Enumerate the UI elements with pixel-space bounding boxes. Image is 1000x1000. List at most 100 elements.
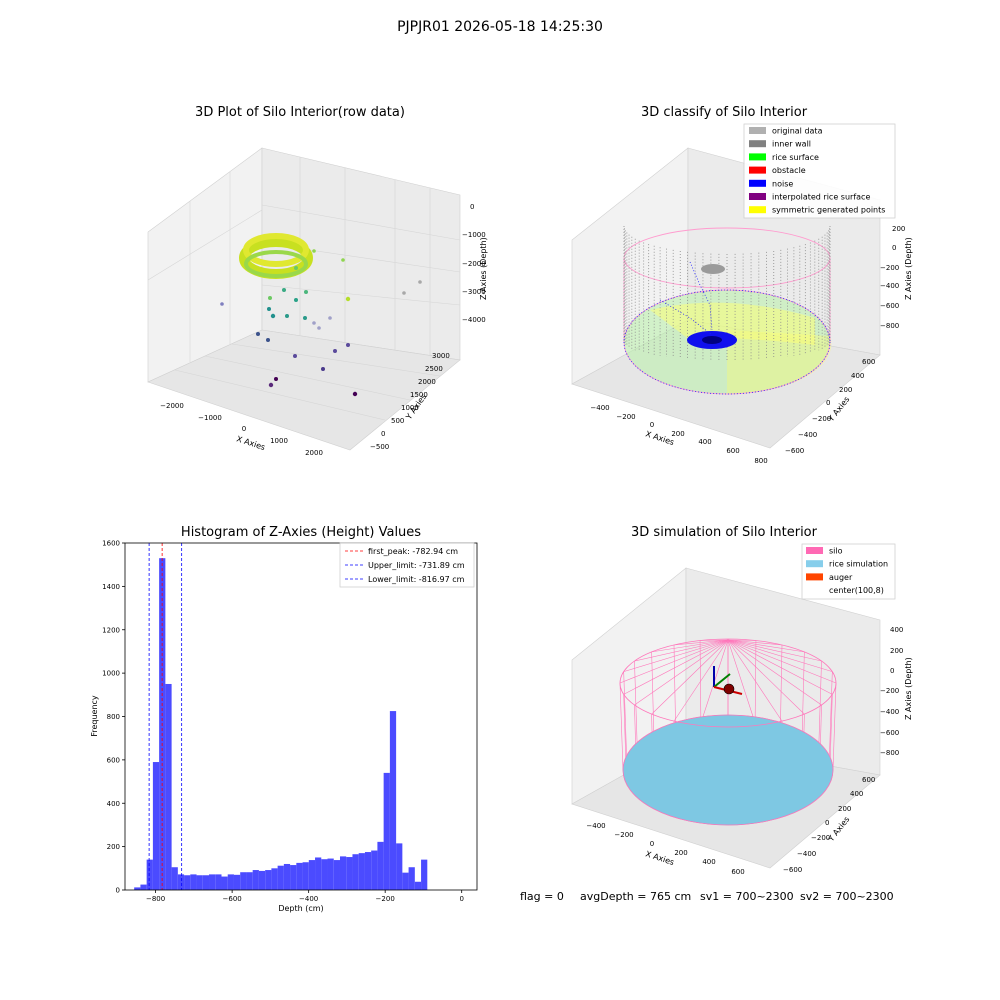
raw-3d-xtick: 0 — [242, 425, 246, 433]
histogram-bar — [364, 852, 372, 890]
histogram-bar — [421, 859, 428, 890]
classify-3d-ytick: −200 — [812, 415, 831, 423]
histogram-bar — [327, 858, 334, 890]
histogram-xtick-label: 0 — [459, 895, 463, 903]
classify-legend-label: symmetric generated points — [772, 206, 885, 215]
raw-3d-ytick: 500 — [391, 417, 404, 425]
silo-roof-line — [651, 639, 729, 715]
histogram-bar — [258, 870, 266, 890]
simulation-3d-legend: silo rice simulation auger center(100,8) — [801, 543, 896, 600]
classify-3d-ztick: −600 — [880, 302, 899, 310]
classify-3d-xtick: 800 — [754, 457, 767, 465]
histogram-bar — [339, 856, 347, 890]
raw-3d-xtick: 2000 — [305, 449, 323, 457]
raw-3d-xlabel: X Axies — [235, 434, 266, 452]
histogram-bar — [221, 876, 228, 890]
histogram-bar — [383, 772, 390, 890]
histogram-ytick-label: 800 — [107, 713, 120, 721]
classify-3d-ytick: −400 — [798, 431, 817, 439]
histogram-bar — [177, 874, 185, 890]
histogram-bar — [371, 850, 378, 890]
silo-roof-line — [623, 639, 729, 672]
histogram-bar — [302, 862, 309, 890]
panel-classify-3d: 3D classify of Silo Interior original da… — [571, 105, 913, 465]
silo-wall-line — [818, 660, 822, 743]
classify-3d-ztick: −400 — [880, 282, 899, 290]
raw-3d-points — [220, 233, 422, 397]
simulation-3d-ztick: −400 — [880, 708, 899, 716]
classify-3d-ytick: 400 — [851, 372, 864, 380]
histogram-bar — [290, 865, 297, 890]
histogram-legend: first_peak: -782.94 cm Upper_limit: -731.… — [339, 542, 475, 588]
histogram-bar — [265, 870, 272, 890]
histogram-xtick-label: −600 — [223, 895, 242, 903]
simulation-3d-ytick: 200 — [838, 805, 851, 813]
silo-wall-line — [832, 682, 837, 771]
simulation-3d-xtick: 0 — [650, 840, 654, 848]
simulation-3d-ztick: 400 — [890, 626, 903, 634]
silo-wall-line — [634, 660, 638, 743]
classify-legend-swatch — [749, 153, 766, 161]
classify-3d-ztick: 200 — [892, 225, 905, 233]
classify-legend-label: obstacle — [772, 166, 806, 175]
simulation-3d-ztick: −800 — [880, 749, 899, 757]
classify-3d-xtick: −200 — [616, 413, 635, 421]
classify-legend-swatch — [749, 166, 766, 174]
histogram-ylabel: Frequency — [90, 695, 99, 737]
simulation-legend-label: rice simulation — [829, 560, 888, 569]
histogram-bar — [414, 881, 422, 890]
histogram-ytick-label: 200 — [107, 843, 120, 851]
panel-simulation-3d: 3D simulation of Silo Interior silo rice … — [571, 525, 913, 876]
classify-legend-swatch — [749, 179, 766, 187]
sv1-text: sv1 = 700~2300 — [700, 890, 794, 903]
raw-3d-ytick: 1500 — [410, 391, 428, 399]
simulation-legend-swatch — [806, 547, 823, 554]
histogram-bar — [227, 874, 234, 890]
silo-roof-line — [634, 639, 729, 706]
classify-3d-wall — [623, 226, 831, 361]
classify-legend-label: rice surface — [772, 153, 819, 162]
classify-3d-xtick: −400 — [590, 404, 609, 412]
histogram-bar — [152, 762, 160, 890]
raw-3d-xtick: −2000 — [160, 402, 184, 410]
histogram-bar — [333, 860, 340, 890]
histogram-ytick-label: 600 — [107, 756, 120, 764]
simulation-3d-xtick: 200 — [674, 849, 687, 857]
classify-3d-title: 3D classify of Silo Interior — [641, 105, 808, 120]
raw-3d-ytick: 1000 — [401, 404, 419, 412]
simulation-3d-xtick: −400 — [586, 822, 605, 830]
histogram-legend-label: Upper_limit: -731.89 cm — [368, 561, 465, 570]
silo-roof-line — [727, 639, 822, 706]
raw-3d-ztick: −4000 — [462, 316, 486, 324]
simulation-legend-swatch — [806, 560, 823, 568]
simulation-3d-xtick: 600 — [731, 868, 744, 876]
silo-wall-line — [801, 651, 805, 732]
raw-3d-ztick: −3000 — [462, 288, 486, 296]
silo-wall-line — [619, 682, 624, 771]
histogram-xtick-label: −400 — [299, 895, 318, 903]
classify-3d-xtick: 0 — [650, 421, 654, 429]
histogram-bar — [190, 874, 197, 890]
silo-roof-line — [727, 639, 833, 695]
simulation-legend-swatch — [806, 573, 823, 581]
raw-3d-ytick: 0 — [381, 430, 385, 438]
simulation-3d-title: 3D simulation of Silo Interior — [631, 525, 818, 540]
classify-3d-xtick: 600 — [726, 447, 739, 455]
silo-wall-line — [623, 671, 627, 756]
histogram-title: Histogram of Z-Axies (Height) Values — [181, 525, 421, 540]
silo-roof-line — [727, 639, 822, 662]
simulation-3d-xtick: −200 — [614, 831, 633, 839]
simulation-3d-ytick: 400 — [850, 790, 863, 798]
silo-wall-line — [651, 651, 655, 732]
classify-legend-swatch — [749, 193, 766, 200]
silo-wall-line — [754, 640, 757, 717]
silo-roof-line — [634, 639, 729, 662]
classify-3d-ytick: 0 — [826, 399, 830, 407]
simulation-3d-ytick: 600 — [862, 776, 875, 784]
histogram-bar — [377, 841, 384, 890]
classify-3d-ytick: −600 — [785, 447, 804, 455]
classify-3d-legend: original data inner wall rice surface obsta… — [743, 123, 896, 219]
sv2-text: sv2 = 700~2300 — [800, 890, 894, 903]
histogram-yticks: 0 200 400 600 800 1000 1200 1400 1600 — [102, 540, 125, 895]
histogram-bar — [134, 887, 141, 890]
